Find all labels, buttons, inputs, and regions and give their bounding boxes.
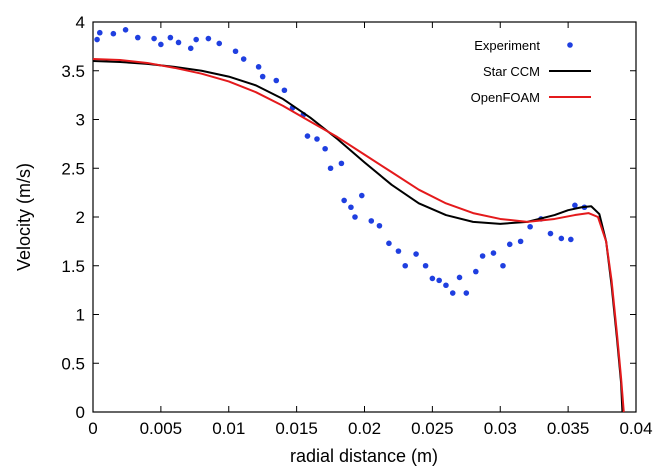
data-point bbox=[110, 30, 117, 37]
x-tick-label: 0.03 bbox=[484, 419, 517, 438]
y-tick-label: 2 bbox=[76, 208, 85, 227]
data-point bbox=[500, 262, 506, 269]
y-tick-label: 3 bbox=[76, 111, 85, 130]
data-point bbox=[240, 56, 247, 62]
data-point bbox=[327, 165, 334, 172]
legend-label-openfoam: OpenFOAM bbox=[471, 90, 540, 105]
data-point bbox=[479, 253, 486, 259]
data-point bbox=[395, 248, 402, 254]
data-point bbox=[473, 268, 479, 275]
data-point bbox=[527, 223, 533, 230]
data-point bbox=[259, 73, 266, 80]
data-point bbox=[547, 230, 554, 237]
legend-label-star-ccm: Star CCM bbox=[483, 64, 540, 79]
y-tick-label: 0 bbox=[76, 403, 85, 422]
data-point bbox=[422, 262, 429, 269]
data-point bbox=[506, 241, 513, 248]
x-tick-label: 0.015 bbox=[275, 419, 318, 438]
x-tick-label: 0.02 bbox=[348, 419, 381, 438]
x-tick-label: 0.005 bbox=[140, 419, 183, 438]
data-point bbox=[232, 48, 239, 55]
data-point bbox=[443, 282, 449, 289]
data-point bbox=[314, 136, 320, 142]
x-tick-label: 0.025 bbox=[411, 419, 454, 438]
data-point bbox=[348, 204, 354, 211]
data-point bbox=[436, 277, 442, 284]
x-tick-label: 0 bbox=[88, 419, 97, 438]
data-point bbox=[568, 236, 574, 243]
y-tick-label: 2.5 bbox=[61, 159, 85, 178]
data-point bbox=[558, 235, 565, 242]
data-point bbox=[463, 290, 470, 296]
y-axis-label: Velocity (m/s) bbox=[14, 163, 34, 271]
data-point bbox=[322, 145, 328, 152]
data-point bbox=[386, 240, 392, 247]
data-point bbox=[429, 275, 436, 282]
legend-swatch-experiment bbox=[567, 42, 573, 48]
y-tick-label: 4 bbox=[76, 13, 85, 32]
data-point bbox=[376, 222, 383, 229]
data-point bbox=[193, 36, 199, 43]
plot-frame bbox=[92, 21, 637, 413]
data-point bbox=[96, 29, 103, 36]
data-point bbox=[338, 160, 345, 167]
y-tick-label: 0.5 bbox=[61, 354, 85, 373]
data-point bbox=[413, 251, 419, 257]
data-point bbox=[216, 40, 223, 47]
data-point bbox=[352, 214, 358, 220]
series-line-openfoam bbox=[92, 58, 625, 413]
data-point bbox=[368, 218, 375, 224]
data-point bbox=[134, 34, 141, 41]
data-point bbox=[158, 41, 164, 48]
data-point bbox=[490, 250, 497, 256]
data-point bbox=[517, 238, 524, 245]
series-line-star-ccm bbox=[92, 60, 624, 413]
data-point bbox=[358, 192, 365, 199]
x-tick-label: 0.035 bbox=[547, 419, 590, 438]
data-point bbox=[205, 35, 212, 42]
y-tick-label: 3.5 bbox=[61, 62, 85, 81]
data-point bbox=[402, 262, 409, 269]
y-tick-label: 1.5 bbox=[61, 257, 85, 276]
x-tick-label: 0.04 bbox=[619, 419, 652, 438]
data-point bbox=[175, 39, 182, 46]
data-point bbox=[94, 36, 100, 43]
data-point bbox=[255, 64, 262, 70]
data-point bbox=[456, 274, 463, 281]
axis-ticks: 0 0.005 0.01 0.015 0.02 0.025 0.03 0.035 0.04 0 0.… bbox=[61, 13, 652, 438]
data-point bbox=[151, 35, 157, 42]
legend: Experiment Star CCM OpenFOAM bbox=[471, 38, 591, 105]
x-axis-label: radial distance (m) bbox=[290, 446, 438, 466]
data-point bbox=[341, 197, 347, 204]
data-point bbox=[572, 202, 578, 209]
legend-label-experiment: Experiment bbox=[474, 38, 540, 53]
data-point bbox=[167, 34, 174, 41]
x-tick-label: 0.01 bbox=[212, 419, 245, 438]
series-layer bbox=[92, 27, 625, 413]
data-point bbox=[273, 77, 280, 84]
data-point bbox=[187, 45, 194, 52]
data-point bbox=[304, 133, 311, 139]
data-point bbox=[449, 290, 456, 296]
data-point bbox=[281, 87, 288, 94]
y-tick-label: 1 bbox=[76, 306, 85, 325]
data-point bbox=[122, 27, 129, 33]
